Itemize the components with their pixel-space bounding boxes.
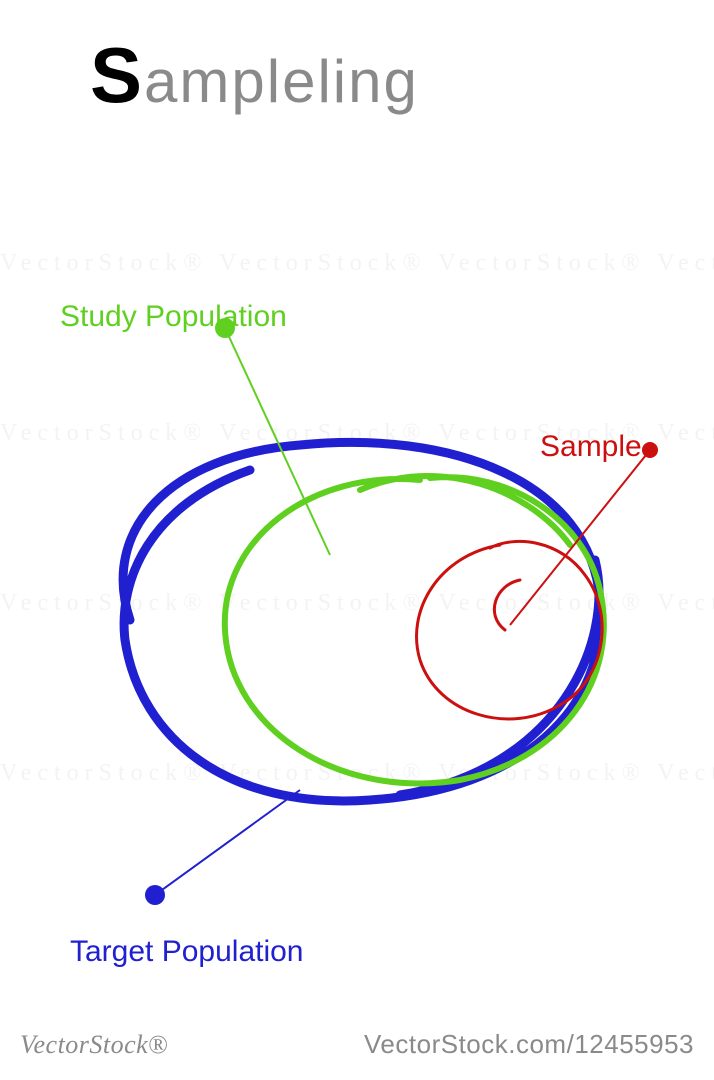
target-population-callout-line [155,790,300,895]
study-population-label: Study Population [60,300,287,334]
study-population-path [225,476,604,783]
target-population-callout-dot [145,885,165,905]
sample-callout-dot [642,442,658,458]
target-population-label: Target Population [70,935,304,969]
sample-label: Sample [540,430,642,464]
target-population-circle [123,442,601,905]
watermark-brand: VectorStock® [20,1030,169,1060]
sample-path [417,541,603,718]
watermark-id: VectorStock.com/12455953 [364,1029,694,1060]
sample-callout-line [510,450,650,625]
sampling-diagram [0,0,714,1080]
sample-circle [417,442,658,719]
